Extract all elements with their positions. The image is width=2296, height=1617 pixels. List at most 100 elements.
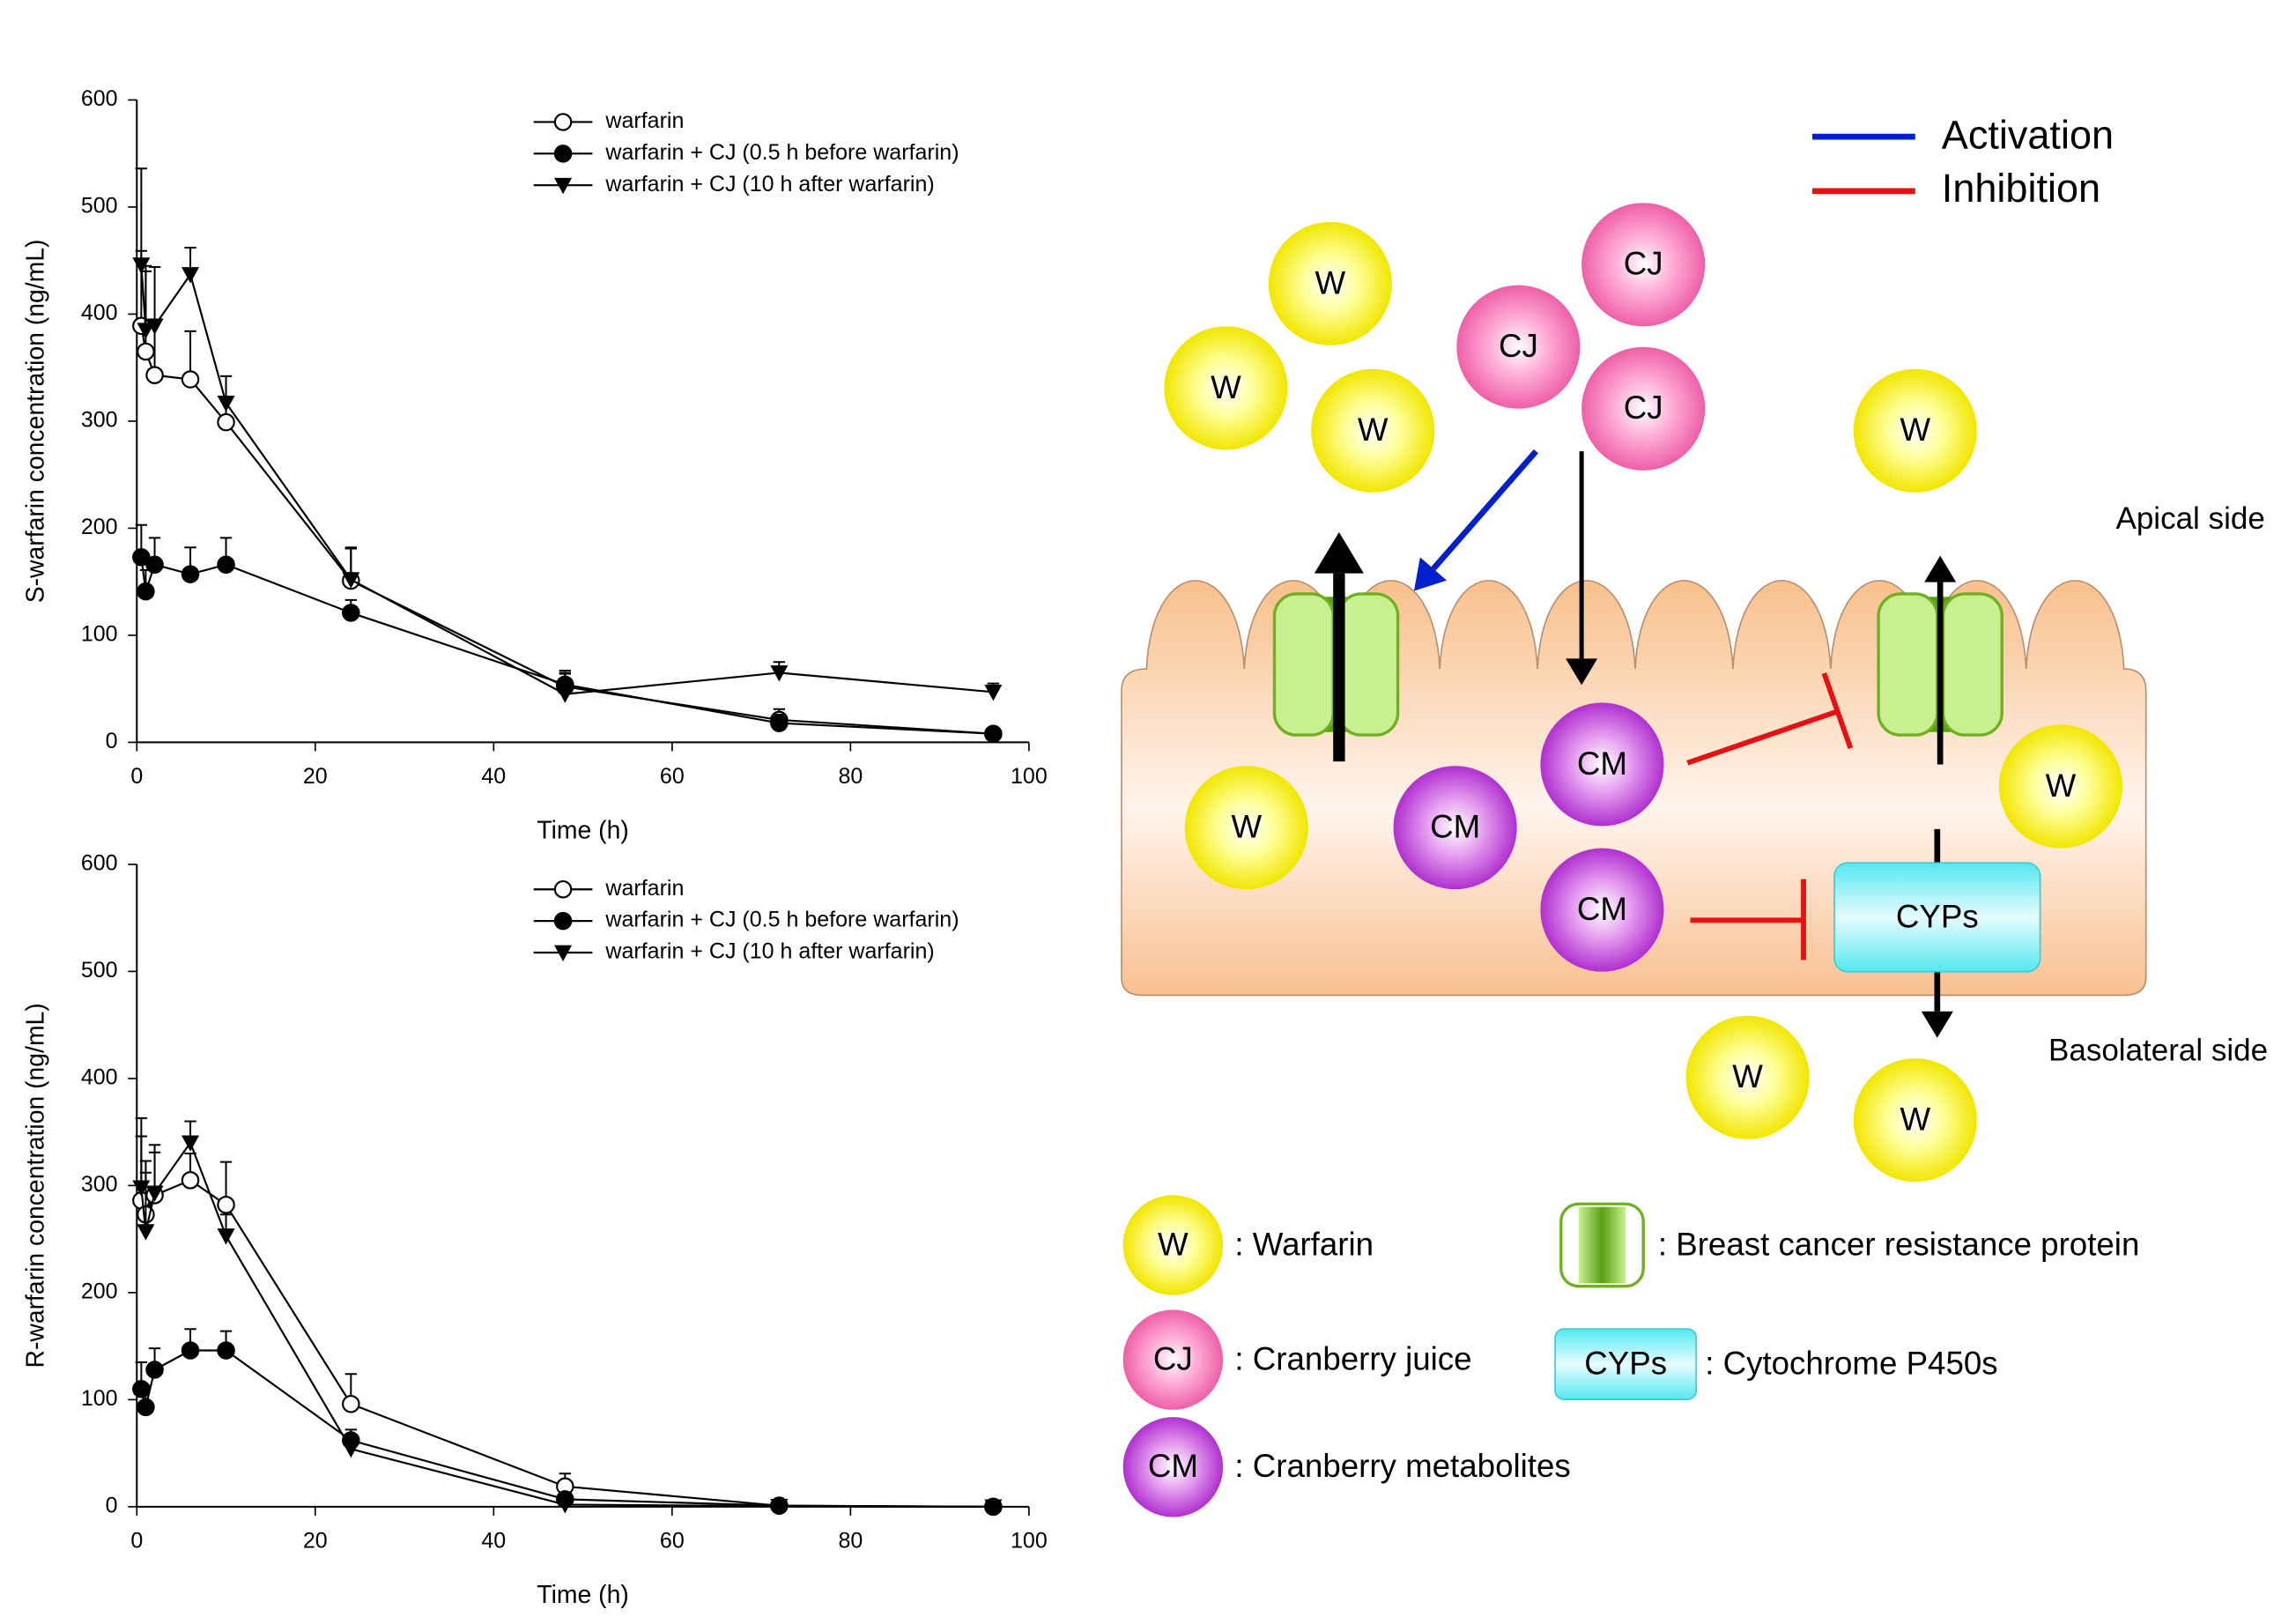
molecule	[1164, 326, 1288, 450]
y-tick-label: 200	[81, 515, 118, 539]
molecule-label: W	[1158, 1226, 1189, 1262]
y-tick-label: 600	[81, 851, 118, 876]
marker	[342, 1394, 360, 1413]
marker	[217, 555, 235, 575]
error-bar	[148, 265, 161, 326]
y-tick-label: 200	[81, 1279, 118, 1303]
marker	[145, 366, 164, 384]
marker	[181, 1171, 200, 1190]
arrow-head	[1924, 555, 1957, 582]
basolateral-label: Basolateral side	[2048, 1034, 2268, 1068]
x-tick-label: 60	[660, 1529, 685, 1554]
marker	[181, 267, 200, 284]
marker	[556, 1497, 574, 1514]
transporter	[1559, 1202, 1645, 1288]
y-tick-label: 0	[106, 1493, 118, 1517]
molecule	[1268, 221, 1392, 346]
marker	[217, 412, 235, 432]
molecule	[1122, 1309, 1224, 1410]
marker	[137, 582, 155, 601]
series-line	[140, 1179, 994, 1508]
marker	[132, 1180, 151, 1197]
arrow	[1431, 449, 1538, 571]
molecule	[1540, 848, 1664, 972]
y-tick-label: 300	[81, 408, 118, 433]
legend-label: warfarin + CJ (10 h after warfarin)	[604, 939, 934, 964]
cyp-label: CYPs	[1584, 1345, 1667, 1381]
marker	[770, 714, 789, 732]
cyp-box	[1554, 1328, 1698, 1400]
y-tick-label: 600	[81, 86, 118, 111]
x-axis-label: Time (h)	[537, 1581, 628, 1609]
x-tick-label: 0	[130, 1529, 143, 1554]
molecule	[1540, 702, 1664, 827]
marker	[984, 724, 1003, 743]
legend-marker	[554, 945, 573, 961]
marker	[137, 342, 155, 361]
molecule-label: W	[1315, 264, 1346, 300]
molecule-label: CJ	[1153, 1340, 1193, 1376]
arrow-head	[1566, 658, 1598, 686]
legend-text: : Breast cancer resistance protein	[1658, 1226, 2140, 1262]
marker	[181, 1341, 200, 1360]
legend-label: warfarin + CJ (0.5 h before warfarin)	[604, 908, 959, 932]
legend-marker	[553, 113, 573, 131]
y-axis-label: S-warfarin concentration (ng/mL)	[21, 240, 49, 604]
x-tick-label: 60	[660, 764, 685, 789]
molecule	[1853, 1058, 1977, 1183]
marker	[770, 665, 789, 682]
legend-text: : Cranberry metabolites	[1234, 1448, 1570, 1484]
arrow-head	[1314, 531, 1364, 574]
legend-text: : Warfarin	[1234, 1226, 1374, 1262]
molecule	[1581, 203, 1706, 327]
marker	[217, 1195, 235, 1214]
marker	[145, 1361, 164, 1379]
molecule-label: W	[1900, 1101, 1930, 1138]
arrow-head	[1413, 557, 1447, 591]
cyp-box	[1833, 862, 2041, 973]
molecule-label: W	[1732, 1058, 1763, 1094]
y-tick-label: 400	[81, 300, 118, 325]
molecule-label: CJ	[1624, 389, 1663, 426]
series-line	[140, 1140, 994, 1508]
marker	[181, 370, 200, 389]
marker	[984, 1499, 1003, 1516]
molecule	[1581, 346, 1706, 471]
molecule	[1184, 766, 1308, 890]
molecule-label: W	[2046, 768, 2077, 804]
marker	[181, 1135, 200, 1152]
y-tick-label: 100	[81, 1386, 118, 1411]
marker	[556, 686, 574, 703]
marker	[137, 323, 155, 339]
molecule-label: W	[1231, 809, 1262, 845]
x-tick-label: 100	[1011, 1529, 1048, 1554]
molecule	[1311, 368, 1435, 493]
series-line	[140, 557, 994, 735]
marker	[217, 395, 235, 412]
molecule-label: W	[1358, 412, 1389, 448]
molecule	[1393, 766, 1517, 890]
x-tick-label: 80	[838, 1529, 863, 1554]
transporter	[1877, 592, 1939, 737]
molecule-label: W	[1211, 369, 1241, 405]
transporter-core	[1578, 1206, 1626, 1284]
legend-marker	[553, 145, 573, 163]
marker	[132, 1379, 151, 1398]
legend-label: warfarin	[604, 108, 684, 133]
x-tick-label: 40	[481, 1529, 506, 1554]
marker	[137, 1224, 155, 1241]
legend-text: : Cytochrome P450s	[1705, 1345, 1997, 1381]
error-bar	[135, 167, 148, 265]
legend-text: : Cranberry juice	[1234, 1340, 1471, 1376]
transporter	[1941, 592, 2003, 737]
legend-label: warfarin	[604, 876, 684, 901]
series-line	[140, 264, 994, 695]
marker	[217, 1228, 235, 1245]
x-tick-label: 20	[303, 1529, 328, 1554]
molecule-label: CM	[1577, 891, 1627, 927]
y-axis-label: R-warfarin concentration (ng/mL)	[21, 1003, 49, 1368]
marker	[342, 1441, 360, 1458]
legend-marker	[553, 879, 573, 899]
molecule	[1456, 285, 1581, 409]
